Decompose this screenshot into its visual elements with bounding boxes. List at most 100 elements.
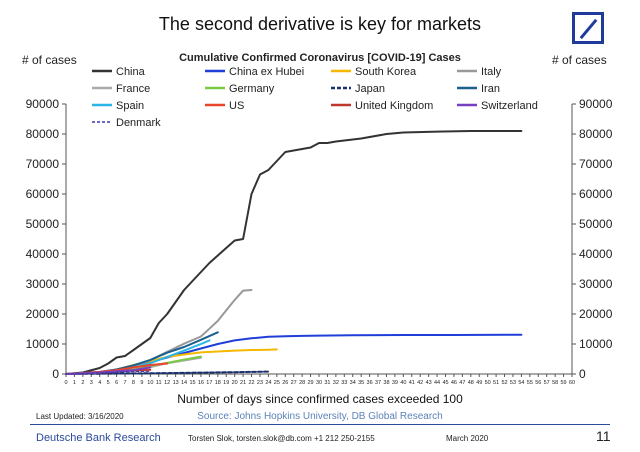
x-tick-label: 22 <box>248 380 254 386</box>
x-tick-label: 57 <box>544 380 550 386</box>
x-tick-label: 53 <box>510 380 516 386</box>
series-line-switzerland <box>65 366 152 375</box>
x-tick-label: 3 <box>90 380 93 386</box>
x-tick-label: 10 <box>147 380 153 386</box>
x-tick-label: 47 <box>459 380 465 386</box>
x-tick-label: 1 <box>73 380 76 386</box>
x-tick-label: 37 <box>375 380 381 386</box>
x-tick-label: 38 <box>383 380 389 386</box>
x-tick-label: 49 <box>476 380 482 386</box>
legend-label-united-kingdom: United Kingdom <box>355 100 433 112</box>
y-tick-label-right: 40000 <box>579 247 613 261</box>
y-tick-label-right: 60000 <box>579 187 613 201</box>
x-tick-label: 19 <box>223 380 229 386</box>
x-tick-label: 43 <box>426 380 432 386</box>
x-axis-label: Number of days since confirmed cases exc… <box>177 392 463 406</box>
legend-label-iran: Iran <box>481 83 500 95</box>
y-tick-label-left: 0 <box>52 367 59 381</box>
x-tick-label: 23 <box>257 380 263 386</box>
x-tick-label: 27 <box>291 380 297 386</box>
x-tick-label: 56 <box>535 380 541 386</box>
series-line-denmark <box>65 370 151 375</box>
y-tick-label-left: 30000 <box>26 277 60 291</box>
y-tick-label-left: 90000 <box>26 97 60 111</box>
y-axis-label-right: # of cases <box>552 53 607 67</box>
x-tick-label: 35 <box>358 380 364 386</box>
x-tick-label: 31 <box>324 380 330 386</box>
x-tick-label: 34 <box>350 380 356 386</box>
footer-contact: Torsten Slok, torsten.slok@db.com +1 212… <box>188 434 375 443</box>
x-tick-label: 36 <box>367 380 373 386</box>
y-tick-label-left: 10000 <box>26 337 60 351</box>
x-tick-label: 16 <box>198 380 204 386</box>
y-tick-label-left: 70000 <box>26 157 60 171</box>
x-tick-label: 17 <box>206 380 212 386</box>
x-tick-label: 12 <box>164 380 170 386</box>
x-tick-label: 29 <box>308 380 314 386</box>
series-line-china <box>65 130 523 375</box>
x-tick-label: 9 <box>140 380 143 386</box>
x-tick-label: 8 <box>132 380 135 386</box>
x-tick-label: 28 <box>299 380 305 386</box>
legend-label-denmark: Denmark <box>116 117 161 129</box>
x-tick-label: 46 <box>451 380 457 386</box>
legend-label-china-ex-hubei: China ex Hubei <box>229 66 304 78</box>
x-tick-label: 48 <box>468 380 474 386</box>
x-tick-label: 25 <box>274 380 280 386</box>
legend-label-japan: Japan <box>355 83 385 95</box>
y-tick-label-left: 20000 <box>26 307 60 321</box>
legend-label-spain: Spain <box>116 100 144 112</box>
last-updated: Last Updated: 3/16/2020 <box>36 412 124 421</box>
x-tick-label: 14 <box>181 380 187 386</box>
footer-brand: Deutsche Bank Research <box>36 432 161 444</box>
x-tick-label: 39 <box>392 380 398 386</box>
x-tick-label: 20 <box>232 380 238 386</box>
y-tick-label-right: 20000 <box>579 307 613 321</box>
x-tick-label: 50 <box>485 380 491 386</box>
legend-label-germany: Germany <box>229 83 275 95</box>
y-tick-label-right: 50000 <box>579 217 613 231</box>
x-tick-label: 58 <box>552 380 558 386</box>
x-tick-label: 40 <box>400 380 406 386</box>
x-tick-label: 11 <box>156 380 162 386</box>
x-tick-label: 55 <box>527 380 533 386</box>
x-tick-label: 15 <box>189 380 195 386</box>
x-tick-label: 5 <box>107 380 110 386</box>
y-tick-label-left: 80000 <box>26 127 60 141</box>
x-tick-label: 41 <box>409 380 415 386</box>
page-number: 11 <box>596 428 611 444</box>
y-tick-label-left: 60000 <box>26 187 60 201</box>
source-note: Source: Johns Hopkins University, DB Glo… <box>197 411 443 422</box>
legend: China China ex Hubei South Korea Italy Franc… <box>92 66 538 129</box>
x-tick-label: 51 <box>493 380 499 386</box>
x-tick-label: 21 <box>240 380 246 386</box>
legend-label-france: France <box>116 83 150 95</box>
y-tick-label-right: 30000 <box>579 277 613 291</box>
footer-divider <box>30 424 610 425</box>
x-tick-label: 26 <box>282 380 288 386</box>
x-tick-label: 2 <box>81 380 84 386</box>
x-tick-label: 33 <box>341 380 347 386</box>
y-tick-label-right: 90000 <box>579 97 613 111</box>
x-tick-label: 44 <box>434 380 440 386</box>
legend-label-italy: Italy <box>481 66 502 78</box>
x-tick-label: 60 <box>569 380 575 386</box>
legend-label-us: US <box>229 100 244 112</box>
x-tick-label: 32 <box>333 380 339 386</box>
series-lines <box>65 130 523 375</box>
x-tick-label: 42 <box>417 380 423 386</box>
x-tick-label: 13 <box>173 380 179 386</box>
chart-title: Cumulative Confirmed Coronavirus [COVID-… <box>179 52 461 64</box>
x-tick-label: 52 <box>501 380 507 386</box>
legend-label-south-korea: South Korea <box>355 66 417 78</box>
legend-label-switzerland: Switzerland <box>481 100 538 112</box>
x-tick-label: 6 <box>115 380 118 386</box>
x-tick-label: 45 <box>442 380 448 386</box>
x-tick-label: 59 <box>561 380 567 386</box>
x-tick-label: 30 <box>316 380 322 386</box>
x-tick-label: 4 <box>98 380 101 386</box>
x-tick-label: 0 <box>64 380 67 386</box>
x-tick-label: 54 <box>518 380 524 386</box>
